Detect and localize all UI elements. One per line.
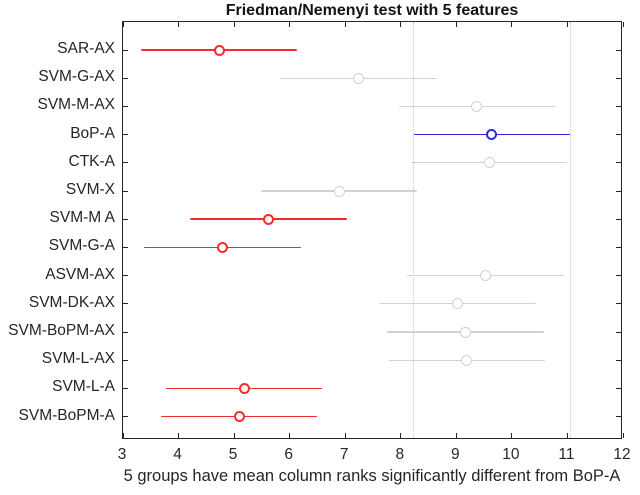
y-tick-right (616, 416, 621, 418)
y-tick-right (616, 359, 621, 361)
y-tick-right (616, 49, 621, 51)
x-tick-label: 4 (173, 446, 182, 463)
y-tick-label: BoP-A (70, 124, 115, 142)
y-tick-right (616, 303, 621, 305)
reference-dotted-line (413, 22, 415, 438)
chart-title: Friedman/Nemenyi test with 5 features (225, 2, 519, 19)
y-tick-right (616, 331, 621, 333)
x-tick-top (122, 22, 124, 27)
x-tick-bottom (233, 433, 235, 438)
x-tick-top (178, 22, 180, 27)
y-tick-label: SVM-L-A (52, 378, 115, 396)
x-tick-top (233, 22, 235, 27)
x-tick-label: 7 (339, 446, 349, 463)
x-tick-bottom (178, 433, 180, 438)
y-tick-label: SVM-X (65, 181, 115, 198)
x-axis-label: 5 groups have mean column ranks signific… (123, 467, 621, 485)
x-tick-label: 3 (117, 446, 127, 463)
y-tick-left (123, 162, 128, 164)
y-tick-right (616, 134, 621, 136)
mean-rank-marker (216, 241, 228, 253)
x-tick-bottom (511, 433, 513, 438)
x-tick-bottom (400, 433, 402, 438)
mean-rank-marker (238, 382, 250, 394)
x-tick-top (400, 22, 402, 27)
mean-rank-marker (353, 72, 365, 84)
x-tick-top (344, 22, 346, 27)
y-tick-label: SVM-G-A (48, 237, 115, 255)
x-tick-label: 6 (284, 446, 293, 463)
y-tick-label: SAR-AX (57, 40, 115, 57)
x-tick-label: 5 (228, 446, 238, 463)
y-tick-label: SVM-G-AX (38, 68, 115, 86)
y-tick-right (616, 77, 621, 79)
x-tick-label: 8 (395, 446, 405, 463)
reference-dotted-line (569, 22, 571, 438)
mean-rank-marker (461, 354, 473, 366)
y-tick-left (123, 303, 128, 305)
y-tick-left (123, 134, 128, 136)
x-tick-bottom (566, 433, 568, 438)
mean-rank-marker (459, 326, 471, 338)
x-tick-label: 12 (613, 446, 631, 463)
y-tick-label: SVM-M-AX (37, 96, 116, 114)
mean-rank-marker (479, 270, 491, 282)
mean-rank-marker (233, 411, 245, 423)
y-tick-right (616, 190, 621, 192)
x-tick-bottom (122, 433, 124, 438)
mean-rank-marker (451, 298, 463, 310)
y-tick-label: SVM-M A (49, 209, 115, 227)
mean-rank-marker (213, 44, 225, 56)
x-tick-top (289, 22, 291, 27)
mean-rank-marker (263, 213, 275, 225)
y-tick-right (616, 218, 621, 220)
x-tick-bottom (289, 433, 291, 438)
y-tick-right (616, 162, 621, 164)
y-tick-left (123, 105, 128, 107)
x-tick-top (455, 22, 457, 27)
x-tick-label: 9 (451, 446, 460, 463)
y-tick-label: ASVM-AX (45, 265, 115, 283)
x-tick-label: 10 (502, 446, 520, 463)
x-tick-bottom (622, 433, 624, 438)
mean-rank-marker (471, 100, 483, 112)
y-tick-right (616, 275, 621, 277)
y-tick-left (123, 246, 128, 248)
y-tick-label: SVM-DK-AX (28, 293, 115, 311)
y-tick-left (123, 275, 128, 277)
x-tick-top (622, 22, 624, 27)
y-tick-left (123, 49, 128, 51)
y-tick-left (123, 190, 128, 192)
x-tick-top (566, 22, 568, 27)
y-tick-left (123, 387, 128, 389)
x-tick-label: 11 (558, 446, 575, 463)
y-tick-right (616, 105, 621, 107)
y-tick-right (616, 387, 621, 389)
y-tick-label: SVM-L-AX (41, 350, 115, 368)
x-tick-bottom (344, 433, 346, 438)
y-tick-left (123, 359, 128, 361)
mean-rank-marker (333, 185, 345, 197)
mean-rank-marker (483, 157, 495, 169)
y-tick-left (123, 416, 128, 418)
x-tick-top (511, 22, 513, 27)
y-tick-label: SVM-BoPM-AX (8, 322, 115, 339)
y-tick-right (616, 246, 621, 248)
y-tick-left (123, 218, 128, 220)
mean-rank-marker (486, 129, 498, 141)
y-tick-label: CTK-A (68, 152, 116, 170)
y-tick-left (123, 77, 128, 79)
y-tick-label: SVM-BoPM-A (18, 406, 115, 424)
x-tick-bottom (455, 433, 457, 438)
y-tick-left (123, 331, 128, 333)
plot-area (122, 21, 624, 439)
